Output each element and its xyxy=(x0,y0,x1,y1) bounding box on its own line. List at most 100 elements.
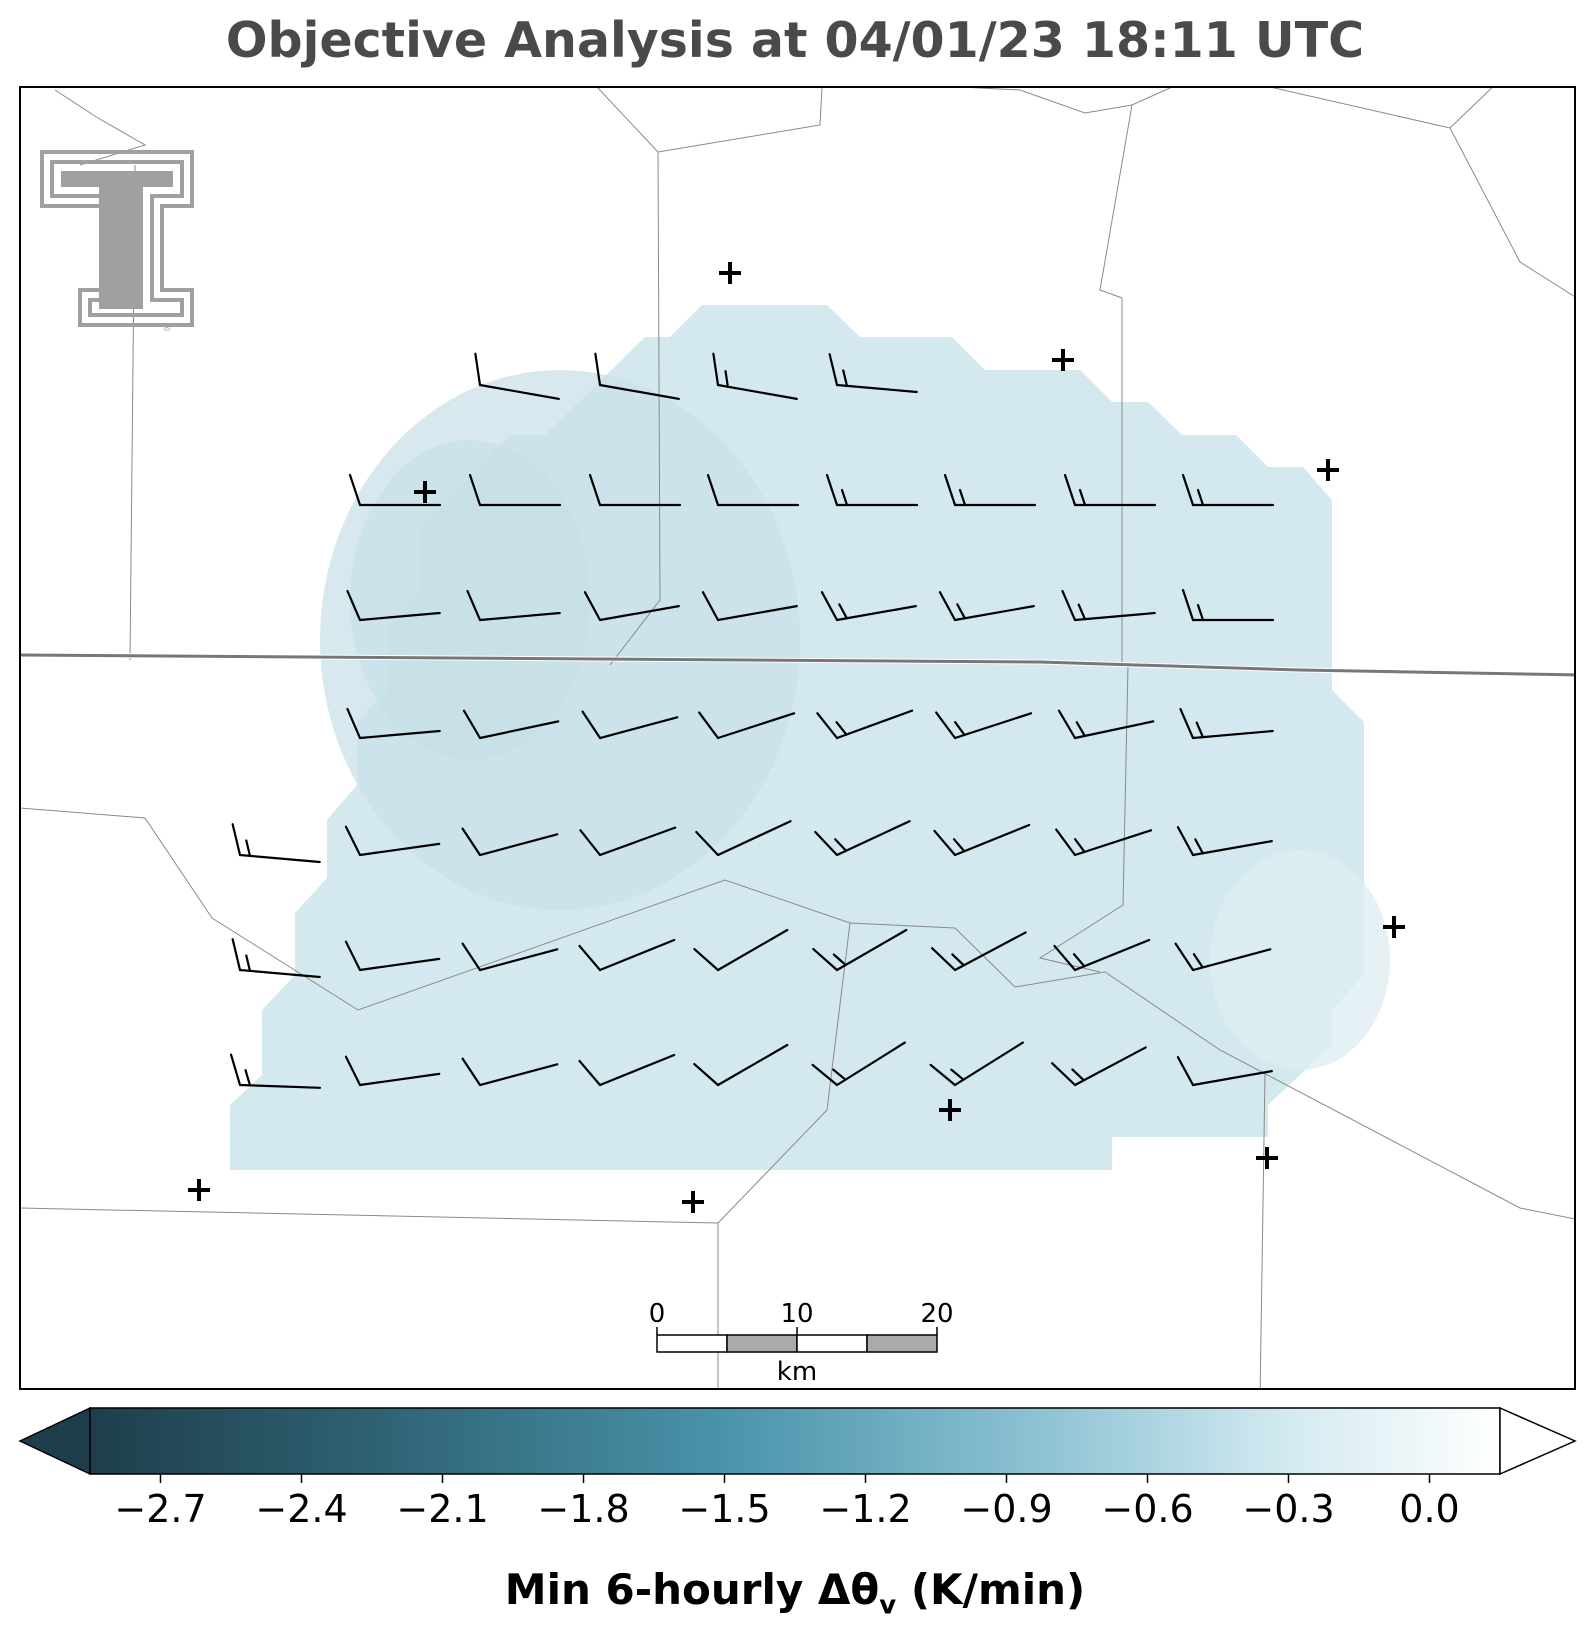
wind-barb xyxy=(344,825,441,857)
wind-barb-half-feather xyxy=(832,953,847,967)
wind-barb-feather xyxy=(579,829,602,857)
wind-barb xyxy=(814,820,911,857)
map-frame xyxy=(19,86,1576,1390)
wind-barb xyxy=(344,940,441,972)
wind-barb-feather xyxy=(814,830,839,857)
wind-barb-feather xyxy=(1181,473,1195,507)
wind-barb-feather xyxy=(344,1055,362,1087)
wind-barb-half-feather xyxy=(842,369,849,387)
scale-bar: 0 10 20 km xyxy=(649,1299,954,1387)
wind-barb-feather xyxy=(1050,1062,1077,1087)
wind-barb-feather xyxy=(474,352,482,387)
wind-barb-staff xyxy=(1073,829,1153,857)
wind-barb xyxy=(466,589,561,622)
wind-barb-staff xyxy=(835,709,914,740)
wind-barb xyxy=(348,473,442,507)
wind-barb-feather xyxy=(938,591,957,622)
colorbar-ticks: −2.7 −2.4 −2.1 −1.8 −1.5 −1.2 −0.9 −0.6 −0.3 0.0 xyxy=(114,1474,1460,1531)
wind-barb-feather xyxy=(825,473,839,507)
wind-barb-staff xyxy=(478,383,560,400)
texas-tech-logo: ® xyxy=(40,150,194,334)
wind-barb xyxy=(579,826,677,857)
wind-barb xyxy=(933,823,1031,857)
wind-barb xyxy=(346,589,441,622)
wind-barb xyxy=(943,473,1037,507)
wind-barb-half-feather xyxy=(832,1068,847,1081)
wind-barb-half-feather xyxy=(245,839,252,857)
wind-barb-staff xyxy=(478,833,559,857)
wind-barb-feather xyxy=(344,940,362,972)
wind-barb-half-feather xyxy=(245,954,252,972)
wind-barb-feather xyxy=(461,827,482,857)
wind-barb-feather xyxy=(461,1057,482,1087)
wind-barb-feather xyxy=(1176,826,1195,857)
wind-barb-staff xyxy=(716,383,798,400)
wind-barb-half-feather xyxy=(835,721,848,736)
wind-barb-feather xyxy=(930,947,957,972)
wind-barb xyxy=(1179,707,1274,740)
wind-barb-staff xyxy=(1191,1070,1273,1087)
wind-barb xyxy=(693,1043,789,1087)
wind-barb-feather xyxy=(346,589,362,622)
wind-barb xyxy=(468,473,562,507)
colorbar-label-units: (K/min) xyxy=(896,1565,1086,1614)
wind-barb xyxy=(462,709,560,740)
wind-barb xyxy=(231,938,321,979)
colorbar-tick-label: 0.0 xyxy=(1399,1487,1459,1531)
wind-barb xyxy=(938,591,1035,622)
analysis-edge-light xyxy=(1210,850,1390,1070)
wind-barb xyxy=(1057,709,1155,740)
logo-mark: ® xyxy=(162,323,172,334)
scale-tick-0: 0 xyxy=(649,1299,666,1329)
wind-barb-feather xyxy=(701,591,720,622)
wind-barb-staff xyxy=(835,820,911,857)
wind-barb-feather xyxy=(466,589,482,622)
wind-barb-staff xyxy=(1073,720,1155,740)
wind-barb-staff xyxy=(598,826,677,857)
wind-barb xyxy=(231,823,321,864)
wind-barb-staff xyxy=(598,605,680,622)
wind-barb-feather xyxy=(816,712,839,740)
colorbar-extend-low xyxy=(18,1406,91,1476)
wind-barb-staff xyxy=(1073,938,1151,972)
station-markers xyxy=(188,262,1405,1213)
wind-barb xyxy=(1181,473,1275,507)
wind-barb xyxy=(474,352,560,400)
wind-barb-half-feather xyxy=(1077,603,1087,621)
wind-barb-feather xyxy=(229,1053,242,1087)
wind-barb-feather xyxy=(933,829,957,857)
wind-barb-feather xyxy=(581,710,602,740)
wind-barb-half-feather xyxy=(1196,603,1205,622)
wind-barb xyxy=(1050,1046,1147,1087)
colorbar-tick-label: −1.5 xyxy=(678,1487,770,1531)
wind-barb-feather xyxy=(1179,707,1195,740)
wind-barb xyxy=(701,591,798,622)
wind-barb-feather xyxy=(1061,589,1077,622)
wind-barb xyxy=(461,1057,559,1087)
wind-barb-feather xyxy=(1176,1056,1195,1087)
wind-barb-feather xyxy=(588,473,602,507)
wind-barb xyxy=(588,473,682,507)
colorbar-tick-label: −1.2 xyxy=(819,1487,911,1531)
wind-barb-feather xyxy=(578,1059,602,1087)
wind-barb-half-feather xyxy=(950,1068,965,1081)
wind-barb-half-feather xyxy=(1075,721,1086,738)
wind-barb-feather xyxy=(348,473,362,507)
colorbar-tick-label: −0.9 xyxy=(960,1487,1052,1531)
wind-barb-staff xyxy=(1191,840,1273,857)
wind-barb xyxy=(1181,588,1275,622)
wind-barb xyxy=(1063,473,1157,507)
colorbar-extend-high xyxy=(1499,1406,1577,1476)
wind-barb xyxy=(583,591,680,622)
wind-barb-staff xyxy=(1073,611,1156,622)
wind-barb-feather xyxy=(811,1063,839,1087)
wind-barb-feather xyxy=(461,942,482,972)
scale-tick-10: 10 xyxy=(780,1299,813,1329)
wind-barb xyxy=(1053,938,1151,972)
wind-barb xyxy=(930,931,1027,972)
wind-barb xyxy=(461,827,559,857)
wind-barb-feather xyxy=(828,353,839,387)
wind-barb-staff xyxy=(478,948,559,972)
wind-barb xyxy=(825,473,919,507)
wind-barb-feather xyxy=(231,938,242,972)
